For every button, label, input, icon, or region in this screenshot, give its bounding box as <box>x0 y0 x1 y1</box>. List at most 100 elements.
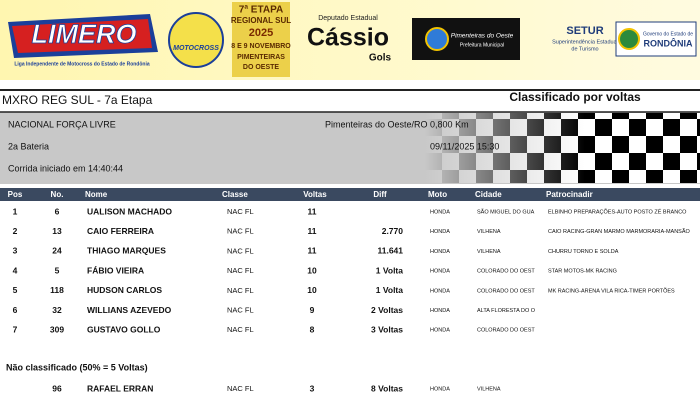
cell: FÁBIO VIEIRA <box>87 265 144 275</box>
column-header: No. <box>51 190 64 199</box>
column-header: Diff <box>373 190 387 199</box>
cell: HUDSON CARLOS <box>87 285 162 295</box>
cell: 11.641 <box>377 246 403 256</box>
cell: NAC FL <box>227 207 254 216</box>
cell: NAC FL <box>227 286 254 295</box>
cell: ELBINHO PREPARAÇÕES-AUTO POSTO ZÉ BRANCO <box>548 208 687 215</box>
cell: 1 Volta <box>376 265 404 275</box>
cell: 24 <box>52 246 62 256</box>
column-header: Pos <box>8 190 23 199</box>
start-time: Corrida iniciado em 14:40:44 <box>8 163 123 173</box>
cell: 96 <box>52 383 62 393</box>
cell: 10 <box>307 285 317 295</box>
logo-shape <box>12 19 152 53</box>
cell: NAC FL <box>227 266 254 275</box>
banner: LIMERO Liga Independente de Motocross do… <box>0 0 700 80</box>
sponsor-surname: Gols <box>369 53 392 64</box>
column-header: Classe <box>222 190 248 199</box>
cell: 2.770 <box>382 226 404 236</box>
cell: COLORADO DO OEST <box>477 328 535 334</box>
column-header: Cidade <box>475 190 502 199</box>
cell: 6 <box>13 305 18 315</box>
cell: NAC FL <box>227 305 254 314</box>
cell: 5 <box>55 265 60 275</box>
cell: 7 <box>13 324 18 334</box>
stage-line: 8 E 9 NOVEMBRO <box>231 43 291 50</box>
cell: CHURRU TORNO E SOLDA <box>548 249 619 255</box>
stage-box <box>232 2 290 77</box>
column-header: Nome <box>85 190 108 199</box>
cell: 6 <box>55 206 60 216</box>
cell: CAIO RACING-GRAN MARMO MARMORARIA-MANSÃO <box>548 228 691 235</box>
setur-sub: Superintendência Estadual <box>552 39 618 45</box>
cell: 11 <box>308 246 317 256</box>
cell: VILHENA <box>477 386 501 392</box>
location: Pimenteiras do Oeste/RO 0,800 Km <box>325 119 469 129</box>
setur-logo: SETUR <box>566 25 603 37</box>
badge <box>168 12 224 68</box>
city-hall-emblem <box>425 27 449 51</box>
stage-line: DO OESTE <box>243 64 280 71</box>
cell: UALISON MACHADO <box>87 206 172 216</box>
cell: VILHENA <box>477 249 501 255</box>
unclassified-title: Não classificado (50% = 5 Voltas) <box>6 362 148 372</box>
cell: GUSTAVO GOLLO <box>87 324 161 334</box>
cell: 5 <box>13 285 18 295</box>
gov-state: RONDÔNIA <box>644 37 693 48</box>
gov-emblem <box>618 28 640 50</box>
cell: NAC FL <box>227 227 254 236</box>
cell: 1 Volta <box>376 285 404 295</box>
cell: NAC FL <box>227 384 254 393</box>
cell: COLORADO DO OEST <box>477 288 535 294</box>
cell: 4 <box>13 265 18 275</box>
cell: HONDA <box>430 288 450 294</box>
cell: HONDA <box>430 328 450 334</box>
cell: 3 <box>310 383 315 393</box>
setur-sub: de Turismo <box>571 46 598 52</box>
cell: VILHENA <box>477 229 501 235</box>
cell: STAR MOTOS-MK RACING <box>548 269 617 275</box>
city-hall-name: Pimenteiras do Oeste <box>451 33 514 40</box>
logo-caption: Liga Independente de Motocross do Estado… <box>14 61 150 67</box>
cell: WILLIANS AZEVEDO <box>87 305 172 315</box>
cell: 1 <box>13 206 18 216</box>
sponsor-name: Cássio <box>307 24 389 52</box>
stage-line: REGIONAL SUL <box>231 16 291 25</box>
cell: HONDA <box>430 229 450 235</box>
cell: ALTA FLORESTA DO O <box>477 308 536 314</box>
cell: 8 Voltas <box>371 383 403 393</box>
category: NACIONAL FORÇA LIVRE <box>8 119 116 129</box>
cell: 3 <box>13 246 18 256</box>
cell: 3 Voltas <box>371 324 403 334</box>
cell: 309 <box>50 324 64 334</box>
cell: THIAGO MARQUES <box>87 246 166 256</box>
page-title: MXRO REG SUL - 7a Etapa <box>2 93 153 107</box>
cell: HONDA <box>430 249 450 255</box>
cell: 11 <box>308 226 317 236</box>
logo-text: LIMERO <box>32 19 137 49</box>
cell: SÃO MIGUEL DO GUA <box>477 208 535 215</box>
stage-line: 2025 <box>249 27 273 39</box>
cell: NAC FL <box>227 246 254 255</box>
cell: HONDA <box>430 386 450 392</box>
cell: CAIO FERREIRA <box>87 226 154 236</box>
column-header: Moto <box>428 190 447 199</box>
heat: 2a Bateria <box>8 141 49 151</box>
cell: 9 <box>310 305 315 315</box>
flag-fade <box>425 113 585 183</box>
cell: 2 Voltas <box>371 305 403 315</box>
cell: 118 <box>50 285 64 295</box>
table-header <box>0 188 700 201</box>
mode-title: Classificado por voltas <box>509 90 641 104</box>
cell: 8 <box>310 324 315 334</box>
datetime: 09/11/2025 15:30 <box>430 141 499 151</box>
cell: 2 <box>13 226 18 236</box>
cell: 13 <box>52 226 62 236</box>
sponsor-role: Deputado Estadual <box>318 15 378 22</box>
cell: HONDA <box>430 308 450 314</box>
cell: 32 <box>52 305 62 315</box>
city-hall-sub: Prefeitura Municipal <box>460 42 504 48</box>
column-header: Patrocinadir <box>546 190 593 199</box>
cell: HONDA <box>430 269 450 275</box>
